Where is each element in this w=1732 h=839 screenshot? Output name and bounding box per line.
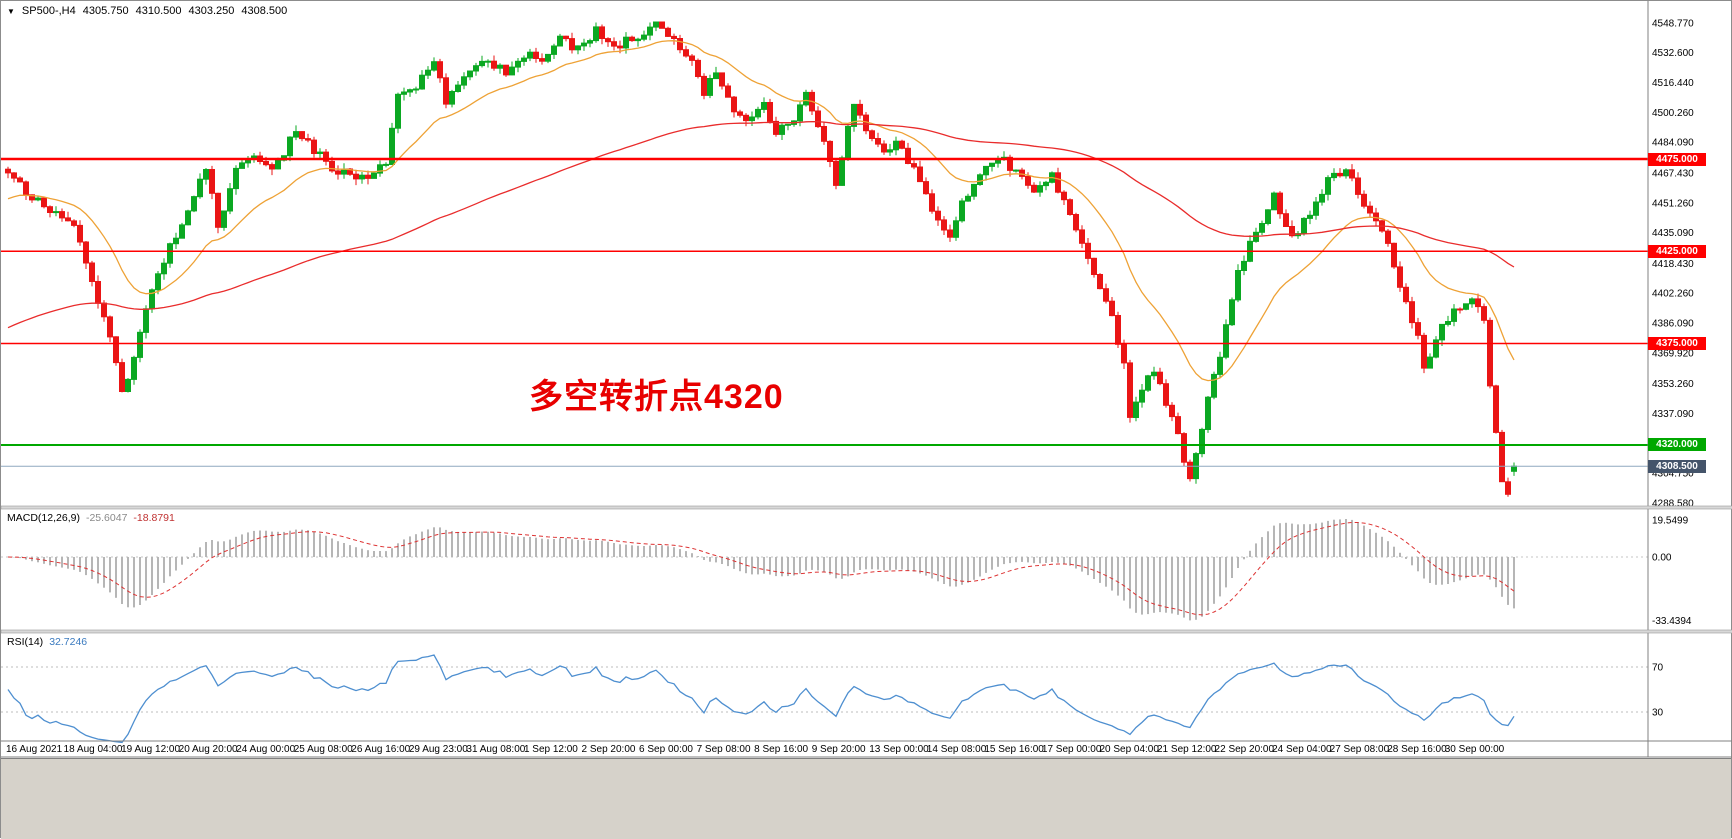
svg-text:4353.260: 4353.260	[1652, 379, 1694, 390]
svg-text:22 Sep 20:00: 22 Sep 20:00	[1215, 744, 1275, 755]
price-flag-4375.000: 4375.000	[1648, 337, 1706, 350]
svg-text:19 Aug 12:00: 19 Aug 12:00	[121, 744, 180, 755]
current-price-flag: 4308.500	[1648, 459, 1706, 473]
svg-text:4516.440: 4516.440	[1652, 78, 1694, 89]
rsi-value: 32.7246	[49, 636, 88, 648]
chart-canvas[interactable]: 70 30 4548.770 4532.600 4516.440 4500.260 4484…	[1, 1, 1732, 758]
svg-text:4304.750: 4304.750	[1652, 469, 1694, 480]
svg-text:29 Aug 23:00: 29 Aug 23:00	[409, 744, 468, 755]
svg-text:13 Sep 00:00: 13 Sep 00:00	[869, 744, 929, 755]
ohlc-high: 4310.500	[135, 5, 182, 17]
svg-text:2 Sep 20:00: 2 Sep 20:00	[582, 744, 636, 755]
ohlc-open: 4305.750	[82, 5, 129, 17]
svg-text:4402.260: 4402.260	[1652, 289, 1694, 300]
svg-text:-33.4394: -33.4394	[1652, 616, 1692, 627]
macd-histogram	[13, 519, 1515, 621]
price-flag-4320.000: 4320.000	[1648, 438, 1706, 452]
svg-text:16 Aug 2021: 16 Aug 2021	[6, 744, 63, 755]
svg-text:15 Sep 16:00: 15 Sep 16:00	[984, 744, 1044, 755]
macd-signal-value: -18.8791	[133, 512, 175, 524]
svg-text:30 Sep 00:00: 30 Sep 00:00	[1445, 744, 1505, 755]
rsi-line	[7, 654, 1515, 744]
svg-text:30: 30	[1652, 708, 1664, 719]
svg-text:4467.430: 4467.430	[1652, 168, 1694, 179]
svg-text:8 Sep 16:00: 8 Sep 16:00	[754, 744, 808, 755]
svg-text:4484.090: 4484.090	[1652, 138, 1694, 149]
svg-text:4435.090: 4435.090	[1652, 228, 1694, 239]
svg-text:26 Aug 16:00: 26 Aug 16:00	[351, 744, 410, 755]
pane-divider[interactable]	[1, 505, 1732, 510]
svg-text:4418.430: 4418.430	[1652, 259, 1694, 270]
ohlc-close: 4308.500	[241, 5, 288, 17]
macd-label: MACD(12,26,9) -25.6047 -18.8791	[7, 512, 175, 524]
macd-main-value: -25.6047	[85, 512, 128, 524]
price-flag-4425.000: 4425.000	[1648, 244, 1706, 258]
candles-layer	[5, 21, 1517, 497]
svg-text:18 Aug 04:00: 18 Aug 04:00	[64, 744, 123, 755]
ma-line-110	[7, 120, 1515, 329]
svg-text:20 Aug 20:00: 20 Aug 20:00	[179, 744, 238, 755]
svg-text:24 Sep 04:00: 24 Sep 04:00	[1272, 744, 1332, 755]
svg-text:1 Sep 12:00: 1 Sep 12:00	[524, 744, 578, 755]
svg-text:31 Aug 08:00: 31 Aug 08:00	[466, 744, 525, 755]
svg-text:4288.580: 4288.580	[1652, 498, 1694, 509]
svg-text:7 Sep 08:00: 7 Sep 08:00	[697, 744, 751, 755]
svg-text:24 Aug 00:00: 24 Aug 00:00	[236, 744, 295, 755]
svg-text:4532.600: 4532.600	[1652, 48, 1694, 59]
macd-signal-line	[7, 522, 1515, 616]
svg-text:20 Sep 04:00: 20 Sep 04:00	[1099, 744, 1159, 755]
window-bottom-area	[1, 758, 1731, 839]
ohlc-low: 4303.250	[188, 5, 235, 17]
symbol-dropdown-icon[interactable]: ▼	[7, 6, 15, 16]
rsi-name: RSI(14)	[7, 636, 44, 648]
svg-text:6 Sep 00:00: 6 Sep 00:00	[639, 744, 693, 755]
svg-text:19.5499: 19.5499	[1652, 515, 1689, 526]
price-axis[interactable]: 4548.770 4532.600 4516.440 4500.260 4484.090…	[1652, 18, 1694, 509]
svg-text:9 Sep 20:00: 9 Sep 20:00	[812, 744, 866, 755]
pane-divider[interactable]	[1, 629, 1732, 634]
ma-line-20	[7, 40, 1515, 382]
svg-text:4386.090: 4386.090	[1652, 319, 1694, 330]
svg-text:70: 70	[1652, 663, 1664, 674]
svg-text:14 Sep 08:00: 14 Sep 08:00	[927, 744, 987, 755]
svg-text:0.00: 0.00	[1652, 553, 1672, 564]
svg-text:17 Sep 00:00: 17 Sep 00:00	[1042, 744, 1102, 755]
rsi-label: RSI(14) 32.7246	[7, 636, 87, 648]
svg-text:4369.920: 4369.920	[1652, 348, 1694, 359]
chart-annotation-text[interactable]: 多空转折点4320	[529, 378, 784, 416]
macd-name: MACD(12,26,9)	[7, 512, 80, 524]
symbol-title: SP500-,H4	[21, 5, 76, 17]
svg-text:27 Sep 08:00: 27 Sep 08:00	[1330, 744, 1390, 755]
symbol-header: ▼ SP500-,H4 4305.750 4310.500 4303.250 4…	[7, 5, 287, 17]
svg-text:4500.260: 4500.260	[1652, 108, 1694, 119]
svg-text:21 Sep 12:00: 21 Sep 12:00	[1157, 744, 1217, 755]
svg-text:4548.770: 4548.770	[1652, 18, 1694, 29]
svg-text:28 Sep 16:00: 28 Sep 16:00	[1387, 744, 1447, 755]
price-flag-4475.000: 4475.000	[1648, 152, 1706, 166]
svg-text:25 Aug 08:00: 25 Aug 08:00	[294, 744, 353, 755]
svg-text:4337.090: 4337.090	[1652, 409, 1694, 420]
svg-text:4451.260: 4451.260	[1652, 198, 1694, 209]
